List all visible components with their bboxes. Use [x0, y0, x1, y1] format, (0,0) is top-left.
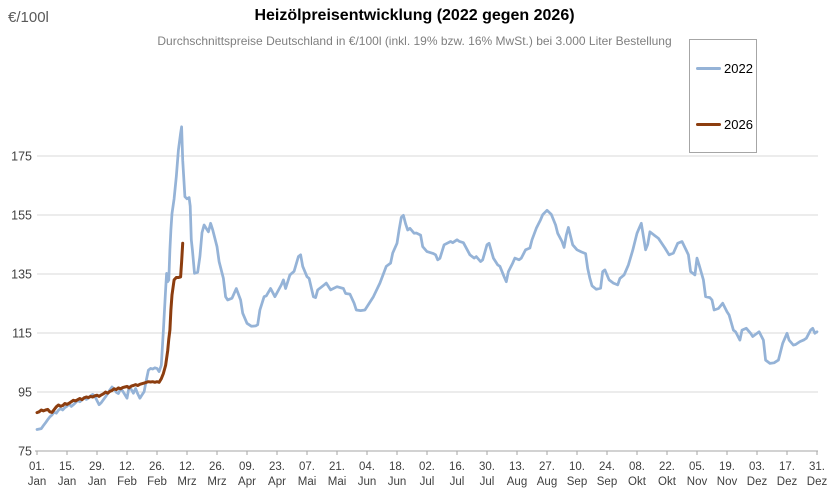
x-axis-tick-label: 18. Jun: [388, 461, 407, 488]
x-axis-tick-label: 01. Jan: [28, 461, 47, 488]
x-axis-tick-label: 12. Feb: [117, 461, 137, 488]
x-axis-tick-label: 22. Okt: [658, 461, 677, 488]
x-axis-tick-label: 23. Apr: [268, 461, 286, 488]
legend-swatch: [696, 122, 721, 126]
x-axis-tick-label: 08. Okt: [628, 461, 647, 488]
x-axis-tick-label: 29. Jan: [88, 461, 107, 488]
y-axis-tick-label: 135: [11, 268, 32, 282]
x-axis-tick-label: 07. Mai: [298, 461, 317, 488]
x-axis-tick-label: 26. Feb: [147, 461, 167, 488]
series-line-2026: [35, 241, 185, 415]
x-axis-tick-label: 24. Sep: [597, 461, 617, 488]
x-axis-tick-label: 12. Mrz: [177, 461, 196, 488]
y-axis-tick-label: 155: [11, 209, 32, 223]
x-axis-tick-label: 09. Apr: [238, 461, 256, 488]
x-axis-tick-label: 21. Mai: [328, 461, 347, 488]
x-axis-tick-label: 05. Nov: [687, 461, 708, 488]
legend-label-2026: 2026: [724, 116, 753, 132]
x-axis-tick-label: 17. Dez: [777, 461, 798, 488]
y-axis-tick-label: 175: [11, 150, 32, 164]
legend-entry-2026: 2026: [690, 117, 756, 132]
x-axis-tick-label: 02. Jul: [419, 461, 435, 488]
y-axis-tick-label: 95: [18, 386, 32, 400]
y-axis-tick-label: 75: [18, 445, 32, 459]
x-axis-tick-label: 31. Dez: [807, 461, 828, 488]
x-axis-tick-label: 03. Dez: [747, 461, 768, 488]
x-axis-tick-label: 04. Jun: [358, 461, 377, 488]
legend: 2022 2026: [689, 39, 757, 153]
chart-subtitle: Durchschnittspreise Deutschland in €/100…: [157, 34, 672, 48]
x-axis-tick-label: 13. Aug: [507, 461, 527, 488]
y-axis-tick-label: 115: [12, 327, 32, 341]
x-axis-tick-label: 19. Nov: [717, 461, 738, 488]
chart-title: Heizölpreisentwicklung (2022 gegen 2026): [254, 7, 575, 24]
x-axis-tick-label: 10. Sep: [567, 461, 587, 488]
x-axis-tick-label: 15. Jan: [58, 461, 77, 488]
x-axis-tick-label: 26. Mrz: [207, 461, 226, 488]
legend-label-2022: 2022: [724, 60, 753, 76]
legend-swatch: [696, 66, 721, 70]
x-axis-tick-label: 27. Aug: [537, 461, 557, 488]
legend-entry-2022: 2022: [690, 61, 756, 76]
series-line-2022: [35, 125, 819, 431]
y-axis-units-label: €/100l: [8, 9, 49, 26]
x-axis-tick-label: 16. Jul: [449, 461, 465, 488]
x-axis-tick-label: 30. Jul: [479, 461, 495, 488]
